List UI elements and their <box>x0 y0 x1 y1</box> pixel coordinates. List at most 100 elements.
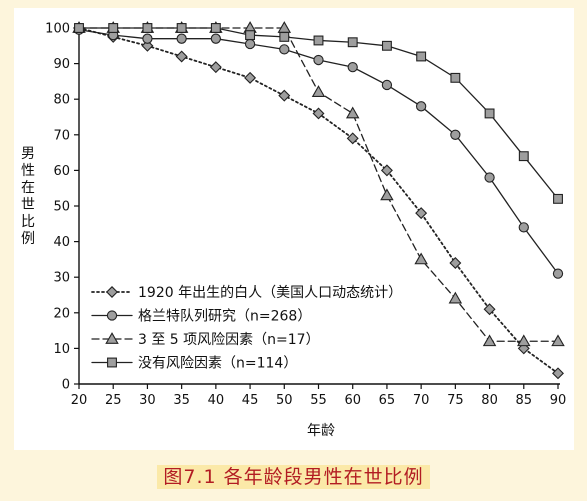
data-point-triangle <box>414 252 428 265</box>
legend-marker <box>106 286 118 298</box>
y-tick-label: 50 <box>53 200 70 215</box>
x-tick-label: 40 <box>208 393 225 408</box>
data-point-triangle <box>448 291 463 304</box>
data-point-square <box>381 40 392 51</box>
legend-marker <box>105 332 119 344</box>
legend-item-square: 没有风险因素（n=114） <box>91 356 297 372</box>
data-point-circle <box>313 54 324 66</box>
data-point-diamond <box>449 256 462 269</box>
data-point-square <box>108 23 119 33</box>
data-point-square <box>210 23 221 33</box>
series-square <box>74 23 563 204</box>
y-axis-label-text: 男性在世比例 <box>21 146 35 247</box>
legend-marker <box>106 310 118 321</box>
data-point-triangle <box>277 21 292 33</box>
x-tick-label: 85 <box>516 393 533 408</box>
y-tick-label: 90 <box>53 57 70 72</box>
x-axis-label: 年龄 <box>307 423 335 439</box>
y-tick-label: 20 <box>53 306 70 321</box>
series-circle <box>73 24 564 279</box>
data-point-triangle <box>482 334 497 347</box>
data-point-square <box>553 193 563 204</box>
data-point-diamond <box>209 61 222 74</box>
data-point-diamond <box>175 50 188 63</box>
data-point-circle <box>518 222 529 233</box>
x-tick-label: 25 <box>105 393 122 408</box>
x-tick-label: 60 <box>344 393 361 408</box>
data-point-triangle <box>551 334 565 347</box>
legend-item-triangle: 3 至 5 项风险因素（n=17） <box>91 332 320 348</box>
legend-item-circle: 格兰特队列研究（n=268） <box>91 309 311 325</box>
legend-item-diamond: 1920 年出生的白人（美国人口动态统计） <box>91 285 402 301</box>
data-point-triangle <box>345 106 360 119</box>
data-point-circle <box>176 33 187 44</box>
y-tick-label: 60 <box>53 164 70 179</box>
data-point-square <box>450 72 461 83</box>
y-tick-label: 0 <box>62 378 70 393</box>
data-point-square <box>518 151 529 162</box>
y-tick-label: 40 <box>53 235 70 250</box>
y-tick-label: 70 <box>53 128 70 143</box>
data-point-diamond <box>380 164 393 177</box>
legend-marker <box>107 357 117 368</box>
chart-legend: 1920 年出生的白人（美国人口动态统计） 格兰特队列研究（n=268） 3 至 5… <box>91 285 402 372</box>
chart-series-layer <box>72 21 565 380</box>
data-point-square <box>416 51 427 62</box>
x-tick-label: 50 <box>276 393 293 408</box>
data-point-square <box>347 37 358 48</box>
data-point-diamond <box>483 303 496 316</box>
data-point-circle <box>552 268 564 279</box>
legend-label: 没有风险因素（n=114） <box>138 356 297 372</box>
data-point-triangle <box>517 334 531 347</box>
data-point-triangle <box>311 85 326 97</box>
series-diamond <box>73 22 564 380</box>
data-point-square <box>245 30 256 41</box>
legend-label: 3 至 5 项风险因素（n=17） <box>138 332 320 348</box>
chart-card: 20 25 30 35 40 45 50 55 60 65 70 75 80 85 90 0 10 20 30 40 5… <box>14 8 574 450</box>
data-point-diamond <box>346 132 359 145</box>
data-point-square <box>279 31 290 42</box>
chart-axes: 20 25 30 35 40 45 50 55 60 65 70 75 80 85 90 0 10 20 30 40 5… <box>45 22 566 409</box>
data-point-circle <box>347 62 358 73</box>
data-point-circle <box>484 172 495 183</box>
data-point-diamond <box>312 107 325 120</box>
legend-label: 1920 年出生的白人（美国人口动态统计） <box>138 285 402 301</box>
legend-label: 格兰特队列研究（n=268） <box>138 309 311 325</box>
data-point-square <box>313 35 324 46</box>
data-point-diamond <box>278 89 291 102</box>
x-tick-label: 70 <box>413 393 430 408</box>
data-point-circle <box>142 33 153 44</box>
x-tick-label: 55 <box>310 393 327 408</box>
y-axis-label: 男性在世比例 <box>21 146 35 247</box>
series-line-circle <box>78 29 559 275</box>
data-point-diamond <box>415 207 428 220</box>
data-point-diamond <box>552 367 564 380</box>
x-tick-label: 80 <box>481 393 498 408</box>
data-point-square <box>484 108 495 119</box>
x-tick-label: 75 <box>447 393 464 408</box>
x-tick-label: 30 <box>139 393 156 408</box>
data-point-diamond <box>244 71 257 84</box>
x-tick-label: 65 <box>379 393 396 408</box>
x-tick-label: 90 <box>550 393 567 408</box>
data-point-square <box>74 23 84 33</box>
survival-line-chart: 20 25 30 35 40 45 50 55 60 65 70 75 80 85 90 0 10 20 30 40 5… <box>21 21 566 439</box>
data-point-circle <box>450 129 461 140</box>
x-tick-label: 45 <box>242 393 259 408</box>
y-tick-label: 80 <box>53 93 70 108</box>
y-tick-label: 30 <box>53 271 70 286</box>
x-tick-label: 35 <box>173 393 190 408</box>
data-point-circle <box>210 33 222 44</box>
y-tick-label: 10 <box>53 342 70 357</box>
data-point-square <box>142 23 153 33</box>
data-point-square <box>176 23 187 33</box>
data-point-diamond <box>141 39 154 52</box>
x-tick-label: 20 <box>71 393 88 408</box>
data-point-circle <box>244 38 256 50</box>
figure-caption-text: 图7.1 各年龄段男性在世比例 <box>157 465 430 489</box>
data-point-circle <box>279 44 290 55</box>
data-point-circle <box>415 101 427 112</box>
data-point-triangle <box>380 188 394 201</box>
figure-caption: 图7.1 各年龄段男性在世比例 <box>0 462 587 489</box>
